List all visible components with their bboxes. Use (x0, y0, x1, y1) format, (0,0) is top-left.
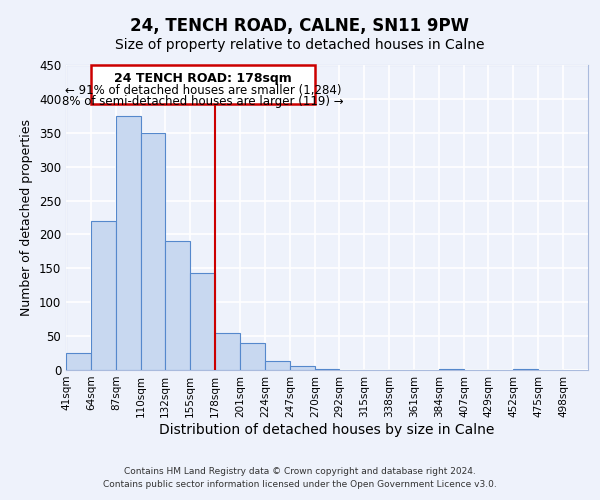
Y-axis label: Number of detached properties: Number of detached properties (20, 119, 34, 316)
Text: 24, TENCH ROAD, CALNE, SN11 9PW: 24, TENCH ROAD, CALNE, SN11 9PW (131, 18, 470, 36)
Bar (290, 366, 315, 370)
FancyBboxPatch shape (91, 65, 315, 104)
Bar (240, 343, 265, 370)
Text: Contains public sector information licensed under the Open Government Licence v3: Contains public sector information licen… (103, 480, 497, 489)
Bar (91, 221, 116, 370)
Bar (66, 353, 91, 370)
Text: Size of property relative to detached houses in Calne: Size of property relative to detached ho… (115, 38, 485, 52)
Bar (215, 332, 240, 370)
Text: 24 TENCH ROAD: 178sqm: 24 TENCH ROAD: 178sqm (114, 72, 292, 85)
Bar (165, 241, 190, 370)
Text: Contains HM Land Registry data © Crown copyright and database right 2024.: Contains HM Land Registry data © Crown c… (124, 467, 476, 476)
Bar (265, 360, 290, 370)
X-axis label: Distribution of detached houses by size in Calne: Distribution of detached houses by size … (160, 422, 494, 436)
Bar (190, 273, 215, 370)
Text: 8% of semi-detached houses are larger (119) →: 8% of semi-detached houses are larger (1… (62, 95, 344, 108)
Bar (141, 133, 165, 370)
Text: ← 91% of detached houses are smaller (1,284): ← 91% of detached houses are smaller (1,… (65, 84, 341, 98)
Bar (116, 116, 141, 370)
